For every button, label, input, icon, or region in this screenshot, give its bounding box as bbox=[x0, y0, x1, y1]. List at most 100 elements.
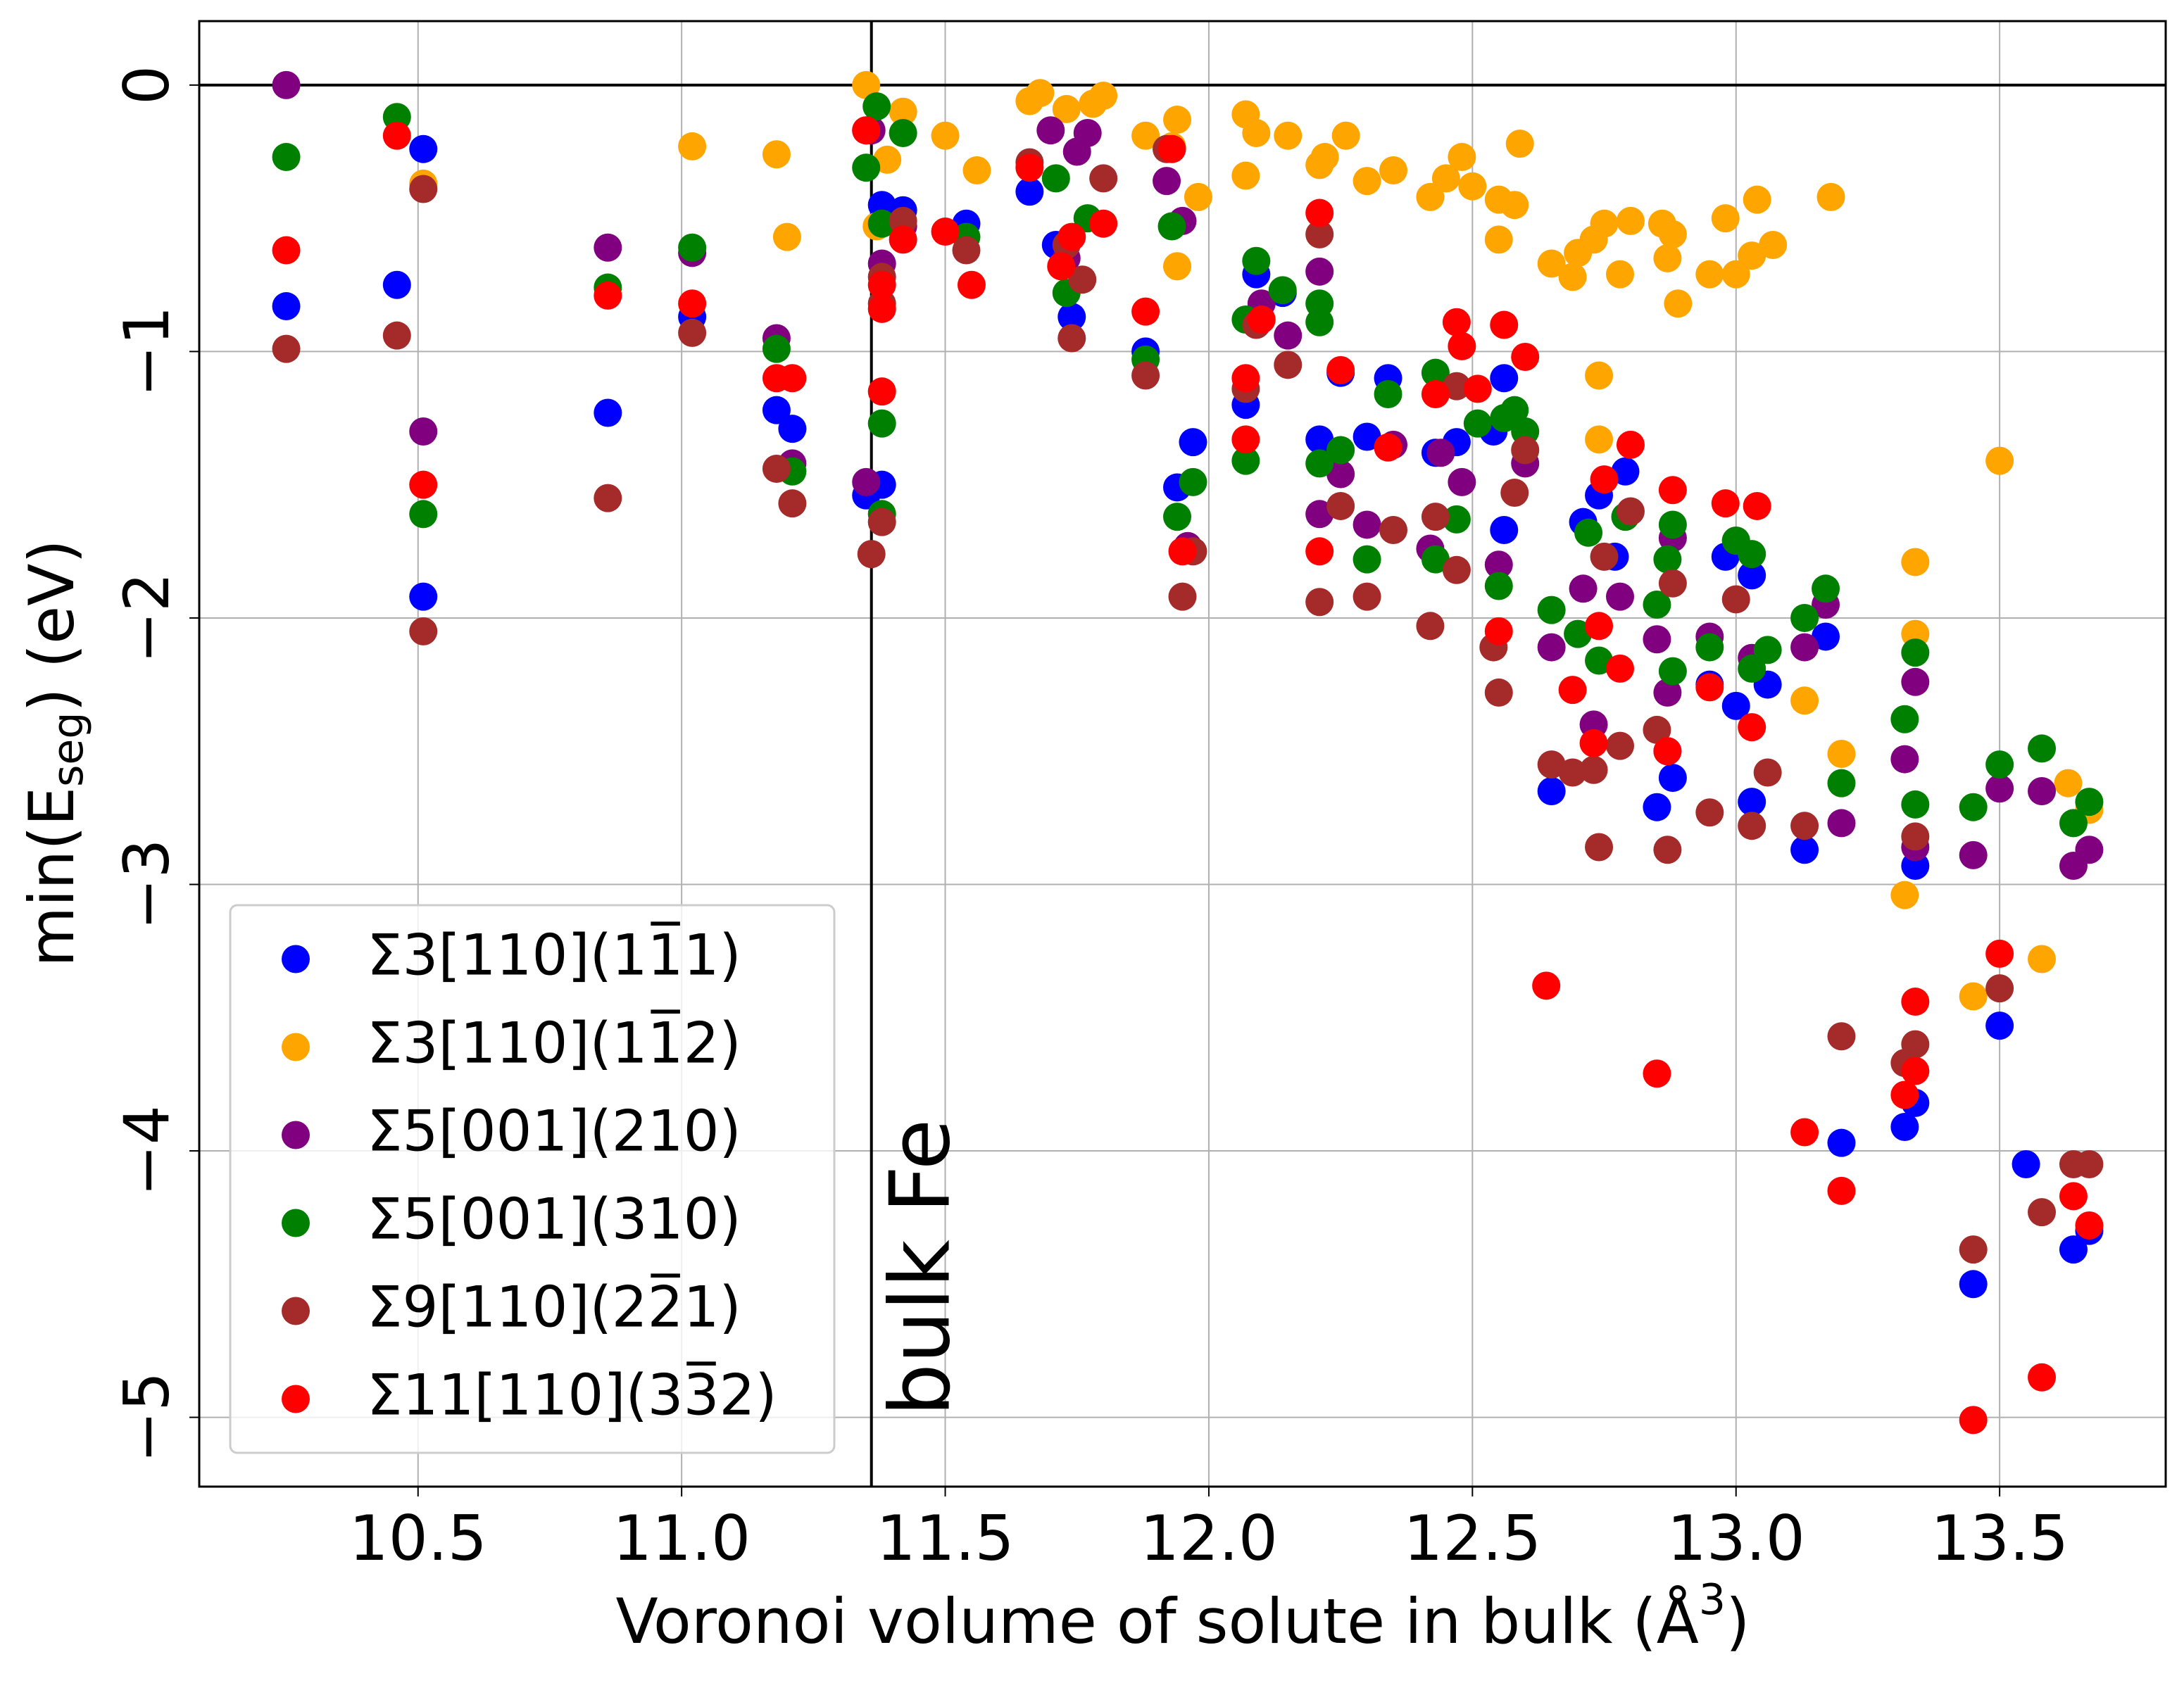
point bbox=[409, 417, 438, 446]
point bbox=[1421, 503, 1450, 531]
point bbox=[862, 92, 891, 121]
point bbox=[1374, 379, 1402, 408]
point bbox=[1326, 355, 1355, 384]
point bbox=[2075, 1149, 2104, 1178]
point bbox=[1089, 164, 1118, 193]
point bbox=[1305, 220, 1334, 248]
point bbox=[382, 321, 411, 350]
point bbox=[1605, 260, 1634, 289]
y-tick-label: −1 bbox=[111, 306, 183, 398]
point bbox=[409, 470, 438, 499]
point bbox=[1537, 249, 1566, 278]
point bbox=[867, 209, 896, 238]
point bbox=[1231, 364, 1260, 393]
point bbox=[1532, 971, 1561, 1000]
x-axis-label: Voronoi volume of solute in bulk (Å3) bbox=[616, 1575, 1750, 1658]
point bbox=[778, 415, 807, 443]
point bbox=[1458, 172, 1487, 201]
point bbox=[1305, 198, 1334, 227]
point bbox=[409, 582, 438, 611]
point bbox=[1579, 755, 1608, 784]
point bbox=[1537, 633, 1566, 662]
point bbox=[762, 396, 791, 424]
point bbox=[1653, 737, 1682, 766]
point bbox=[1985, 774, 2014, 803]
point bbox=[1827, 1176, 1856, 1205]
point bbox=[1653, 836, 1682, 864]
point bbox=[1959, 982, 1988, 1011]
point bbox=[1047, 252, 1076, 281]
point bbox=[772, 222, 801, 251]
y-label-text: min(E bbox=[15, 787, 88, 967]
point bbox=[1058, 324, 1086, 353]
x-tick-label: 13.0 bbox=[1667, 1502, 1805, 1575]
point bbox=[1442, 505, 1471, 534]
point bbox=[1274, 121, 1303, 150]
point bbox=[1448, 467, 1476, 496]
point bbox=[1484, 678, 1513, 707]
point bbox=[1985, 750, 2014, 779]
point bbox=[1827, 1022, 1856, 1051]
point bbox=[1490, 310, 1519, 339]
point bbox=[1131, 121, 1160, 150]
point bbox=[867, 409, 896, 438]
point bbox=[1353, 167, 1381, 196]
point bbox=[1448, 143, 1476, 172]
point bbox=[1738, 241, 1766, 270]
point bbox=[1353, 545, 1381, 574]
point bbox=[1353, 582, 1381, 611]
point bbox=[1985, 1011, 2014, 1040]
point bbox=[1484, 617, 1513, 645]
point bbox=[1505, 130, 1534, 158]
point bbox=[1168, 537, 1197, 566]
point bbox=[1179, 467, 1207, 496]
point bbox=[1985, 446, 2014, 475]
point bbox=[1579, 729, 1608, 757]
point bbox=[1753, 758, 1782, 787]
point bbox=[1305, 537, 1334, 566]
point bbox=[2059, 809, 2088, 838]
point bbox=[1558, 758, 1587, 787]
point bbox=[1500, 396, 1529, 424]
point bbox=[1421, 545, 1450, 574]
point bbox=[272, 236, 301, 265]
point bbox=[1537, 595, 1566, 624]
legend-marker bbox=[282, 1385, 310, 1413]
point bbox=[1163, 106, 1192, 134]
point bbox=[1653, 678, 1682, 707]
point bbox=[1959, 1235, 1988, 1264]
point bbox=[852, 153, 881, 182]
point bbox=[1585, 425, 1614, 454]
point bbox=[1058, 303, 1086, 332]
point bbox=[889, 225, 917, 254]
point bbox=[1500, 191, 1529, 220]
point bbox=[1695, 673, 1724, 702]
point bbox=[762, 140, 791, 169]
point bbox=[1890, 881, 1919, 909]
point bbox=[1816, 182, 1845, 211]
point bbox=[1605, 731, 1634, 760]
legend-label: Σ5[001](310) bbox=[367, 1186, 741, 1252]
point bbox=[1326, 436, 1355, 465]
point bbox=[1790, 812, 1819, 840]
point bbox=[1711, 489, 1740, 518]
legend-label: Σ9[110](22̅1) bbox=[367, 1273, 741, 1340]
point bbox=[1041, 164, 1070, 193]
legend-label: Σ3[110](11̅1) bbox=[367, 921, 741, 988]
point bbox=[852, 70, 881, 99]
point bbox=[2028, 1363, 2057, 1392]
point bbox=[857, 540, 886, 569]
point bbox=[1274, 351, 1303, 379]
point bbox=[1658, 510, 1687, 539]
y-tick-label: 0 bbox=[111, 65, 183, 105]
point bbox=[852, 116, 881, 145]
point bbox=[1901, 822, 1930, 851]
point bbox=[1168, 582, 1197, 611]
legend: Σ3[110](11̅1) Σ3[110](11̅2) Σ5[001](210) Σ5… bbox=[229, 904, 836, 1454]
point bbox=[1738, 561, 1766, 590]
point bbox=[678, 233, 707, 262]
point bbox=[1490, 516, 1519, 545]
point bbox=[1353, 510, 1381, 539]
point bbox=[1743, 491, 1771, 520]
